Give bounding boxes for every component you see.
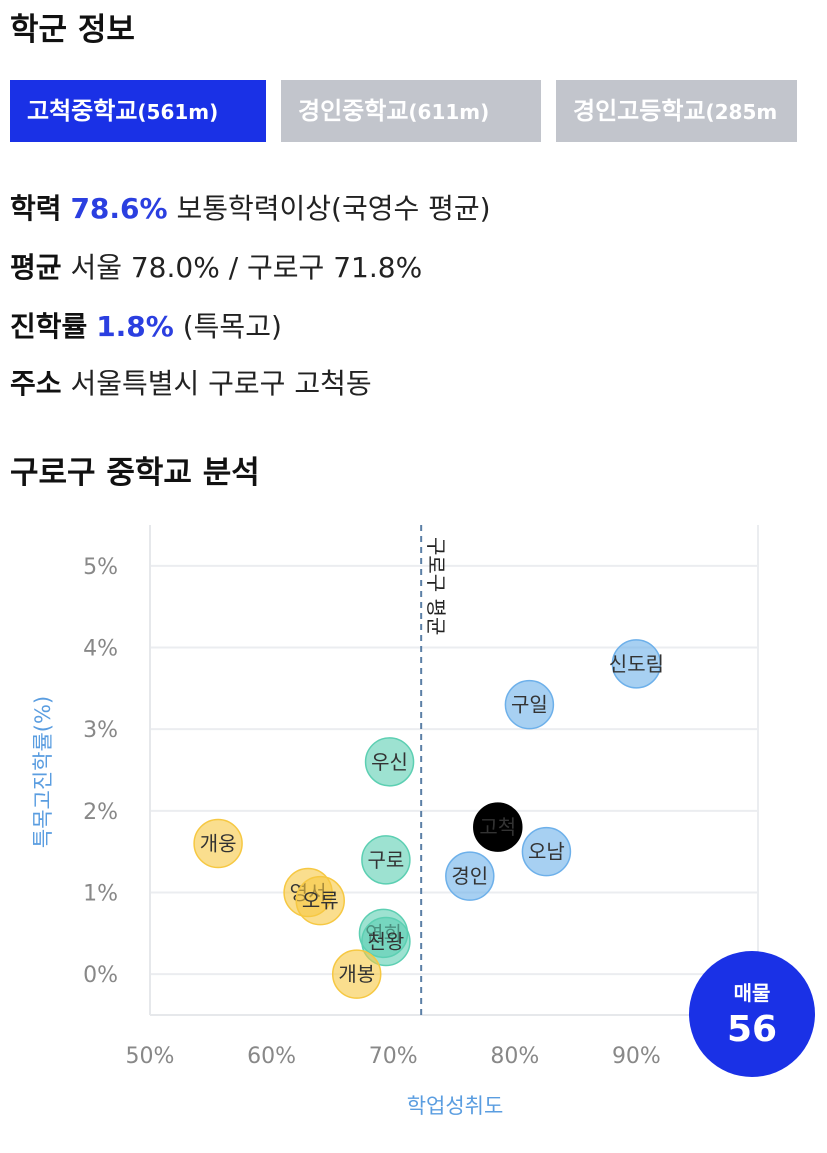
bubble-우신: 우신 xyxy=(364,737,415,787)
sales-badge-count: 56 xyxy=(726,1009,778,1050)
bubble-신도림: 신도림 xyxy=(609,639,664,689)
tab-gyeongin-middle[interactable]: 경인중학교(611m) xyxy=(281,80,541,142)
x-tick-label: 90% xyxy=(612,1044,661,1069)
bubble-label: 오남 xyxy=(528,840,565,864)
sales-badge-label: 매물 xyxy=(733,981,771,1005)
y-tick-label: 0% xyxy=(83,963,118,988)
x-axis-title: 학업성취도 xyxy=(407,1094,504,1118)
bubble-구일: 구일 xyxy=(504,679,555,730)
academic-desc: 보통학력이상(국영수 평균) xyxy=(176,192,491,225)
bubble-label: 개웅 xyxy=(200,832,237,856)
bubble-circle xyxy=(364,737,415,787)
average-row: 평균 서울 78.0% / 구로구 71.8% xyxy=(10,246,422,286)
bubble-circle xyxy=(473,802,523,852)
bubble-circle xyxy=(504,679,555,730)
academic-value: 78.6% xyxy=(70,192,168,225)
bubble-경인: 경인 xyxy=(445,851,495,901)
reference-line-label: 구로구 평균 xyxy=(424,537,448,635)
tab-school-distance: (611m) xyxy=(408,100,490,124)
advancement-value: 1.8% xyxy=(96,310,174,343)
academic-label: 학력 xyxy=(10,192,62,225)
x-tick-label: 80% xyxy=(490,1044,539,1069)
average-text: 서울 78.0% / 구로구 71.8% xyxy=(70,251,423,284)
bubble-label: 구일 xyxy=(511,693,548,717)
bubble-circle xyxy=(193,818,243,869)
x-tick-label: 60% xyxy=(247,1044,296,1069)
bubble-circle xyxy=(521,826,572,877)
bubble-label: 개봉 xyxy=(338,962,375,986)
tab-school-name: 경인중학교 xyxy=(298,97,409,125)
tab-school-name: 고척중학교 xyxy=(27,97,138,125)
bubble-circle xyxy=(445,851,495,901)
tab-school-distance: (561m) xyxy=(137,100,219,124)
bubble-circle xyxy=(331,949,382,999)
y-tick-label: 4% xyxy=(83,637,118,662)
y-axis-title: 특목고진학률(%) xyxy=(31,696,55,848)
bubble-label: 오류 xyxy=(302,889,339,913)
bubble-label: 우신 xyxy=(371,750,408,774)
bubble-개봉: 개봉 xyxy=(331,949,382,999)
address-text: 서울특별시 구로구 고척동 xyxy=(70,367,372,400)
bubble-circle xyxy=(361,835,411,885)
bubble-오남: 오남 xyxy=(521,826,572,877)
school-info-title: 학군 정보 xyxy=(10,12,135,48)
y-tick-label: 2% xyxy=(83,800,118,825)
y-tick-label: 1% xyxy=(83,882,118,907)
average-label: 평균 xyxy=(10,251,62,284)
y-tick-label: 5% xyxy=(83,555,118,580)
bubble-label: 경인 xyxy=(451,864,488,888)
bubble-label: 구로 xyxy=(367,848,404,872)
bubble-구로: 구로 xyxy=(361,835,411,885)
school-tabs: 고척중학교(561m) 경인중학교(611m) 경인고등학교(285m xyxy=(10,80,797,142)
bubble-circle xyxy=(295,875,345,926)
x-tick-label: 70% xyxy=(369,1044,418,1069)
sales-badge[interactable]: 매물 56 xyxy=(689,951,815,1077)
bubble-label: 천왕 xyxy=(367,930,404,954)
address-label: 주소 xyxy=(10,367,62,400)
tab-gocheok-middle[interactable]: 고척중학교(561m) xyxy=(10,80,266,142)
tab-school-name: 경인고등학교 xyxy=(573,97,706,125)
advancement-label: 진학률 xyxy=(10,310,88,343)
bubble-천왕: 천왕 xyxy=(361,916,411,967)
tab-gyeongin-high[interactable]: 경인고등학교(285m xyxy=(556,80,797,142)
bubble-label: 신도림 xyxy=(609,652,664,676)
bubble-label: 고척 xyxy=(479,815,516,839)
academic-row: 학력 78.6% 보통학력이상(국영수 평균) xyxy=(10,187,491,227)
advancement-desc: (특목고) xyxy=(182,310,282,343)
analysis-title: 구로구 중학교 분석 xyxy=(10,455,260,491)
x-tick-label: 50% xyxy=(126,1044,175,1069)
bubble-개웅: 개웅 xyxy=(193,818,243,869)
bubble-오류: 오류 xyxy=(295,875,345,926)
address-row: 주소 서울특별시 구로구 고척동 xyxy=(10,362,372,402)
y-tick-label: 3% xyxy=(83,718,118,743)
advancement-row: 진학률 1.8% (특목고) xyxy=(10,305,282,345)
bubble-circle xyxy=(611,639,662,689)
bubble-circle xyxy=(361,916,411,967)
tab-school-distance: (285m xyxy=(705,100,778,124)
school-scatter-chart: 0% 1% 2% 3% 4% 5% 50% 60% 70% 80% 90% 학업성취도 특목고진학률(%… xyxy=(31,525,759,1118)
bubble-고척: 고척 xyxy=(473,802,523,852)
